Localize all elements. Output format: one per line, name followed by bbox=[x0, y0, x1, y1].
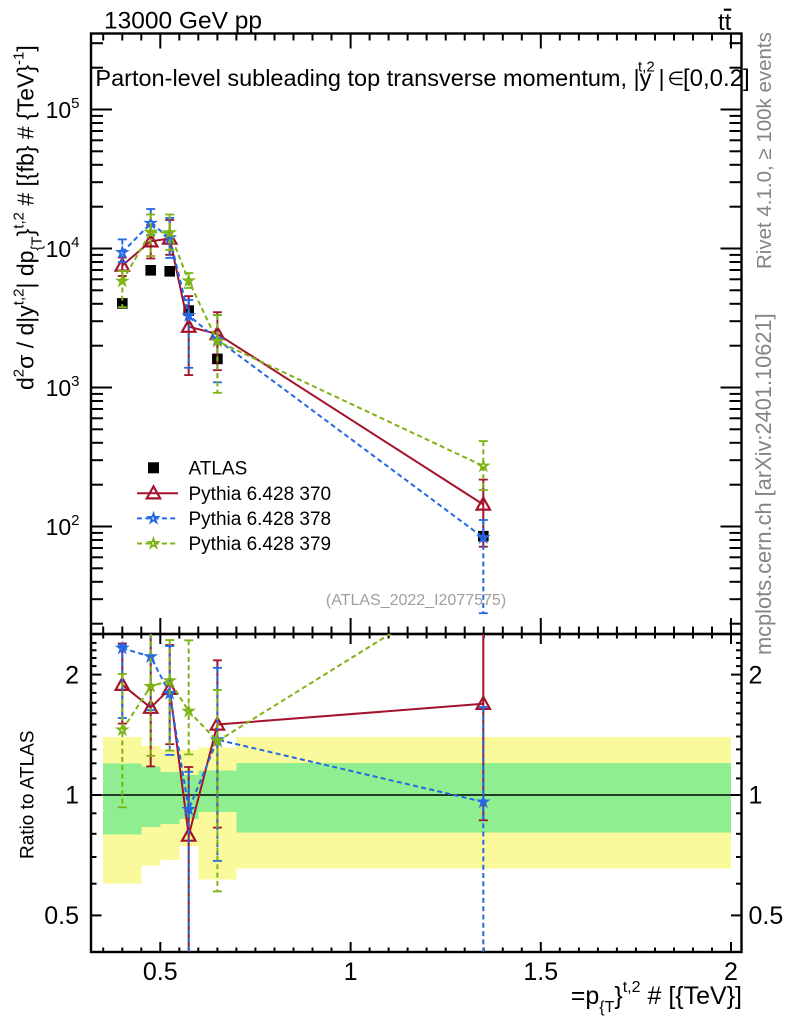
svg-text:13000 GeV pp: 13000 GeV pp bbox=[104, 8, 262, 35]
svg-text:102: 102 bbox=[46, 512, 80, 540]
svg-text:0.5: 0.5 bbox=[44, 902, 79, 930]
svg-text:1.5: 1.5 bbox=[523, 958, 558, 986]
svg-text:0.5: 0.5 bbox=[749, 902, 784, 930]
svg-text:Pythia 6.428 370: Pythia 6.428 370 bbox=[189, 484, 332, 505]
svg-text:mcplots.cern.ch [arXiv:2401.10: mcplots.cern.ch [arXiv:2401.10621] bbox=[751, 313, 776, 655]
svg-text:Pythia 6.428 378: Pythia 6.428 378 bbox=[189, 509, 332, 530]
svg-text:Ratio to ATLAS: Ratio to ATLAS bbox=[18, 731, 39, 860]
svg-text:d2σ / d|yt,2| dp{T}t,2 # [{fb}: d2σ / d|yt,2| dp{T}t,2 # [{fb} # {TeV}-1… bbox=[11, 45, 46, 390]
svg-text:ATLAS: ATLAS bbox=[189, 458, 248, 479]
svg-text:105: 105 bbox=[46, 95, 80, 123]
svg-text:1: 1 bbox=[65, 782, 79, 810]
svg-text:104: 104 bbox=[46, 234, 80, 262]
svg-text:Pythia 6.428 379: Pythia 6.428 379 bbox=[189, 534, 332, 555]
svg-text:1: 1 bbox=[344, 958, 358, 986]
svg-text:Parton-level subleading top tr: Parton-level subleading top transverse m… bbox=[95, 65, 651, 91]
svg-text:2: 2 bbox=[724, 958, 738, 986]
svg-text:0.5: 0.5 bbox=[143, 958, 178, 986]
svg-text:[0,0.2]: [0,0.2] bbox=[683, 65, 750, 92]
svg-text:t,2: t,2 bbox=[638, 59, 655, 76]
svg-text:(ATLAS_2022_I2077575): (ATLAS_2022_I2077575) bbox=[326, 592, 506, 609]
svg-text:∈: ∈ bbox=[668, 69, 685, 90]
svg-text:|: | bbox=[659, 65, 665, 91]
svg-text:103: 103 bbox=[46, 373, 80, 401]
svg-text:Rivet 4.1.0, ≥ 100k events: Rivet 4.1.0, ≥ 100k events bbox=[753, 32, 776, 269]
svg-text:tt: tt bbox=[718, 9, 732, 36]
svg-text:2: 2 bbox=[749, 661, 763, 689]
svg-text:1: 1 bbox=[749, 782, 763, 810]
svg-text:=p{T}t,2 # [{TeV}]: =p{T}t,2 # [{TeV}] bbox=[571, 979, 742, 1016]
svg-text:2: 2 bbox=[65, 661, 79, 689]
